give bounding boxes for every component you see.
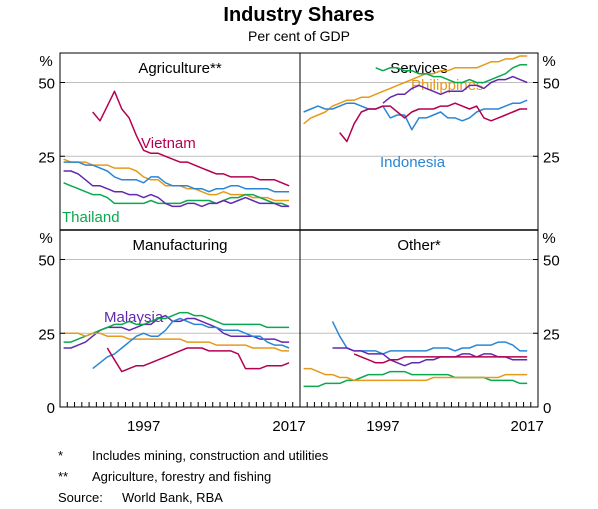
axes-layer: 25 50 0 25 50%% 25 50 0 25 50%% 1997 1997 2017 2017 (38, 52, 560, 435)
panel-title: Other* (397, 237, 441, 254)
y-tick-label: 25 (543, 326, 560, 343)
series-line-malaysia (332, 347, 528, 367)
y-unit-label: % (39, 53, 52, 70)
y-tick-label: 25 (38, 326, 55, 343)
series-line-indonesia (63, 161, 290, 193)
series-line-indonesia (331, 321, 528, 355)
source-text: World Bank, RBA (122, 490, 223, 505)
chart-title: Industry Shares (223, 4, 374, 26)
x-tick-label: 2017 (510, 418, 543, 435)
y-tick-label: 0 (543, 400, 551, 417)
y-unit-label: % (542, 53, 555, 70)
y-tick-label: 50 (543, 76, 560, 93)
series-line-thailand (375, 64, 528, 84)
series-line-philippines (303, 367, 528, 382)
series-line-malaysia (63, 170, 290, 208)
panel-title: Services (390, 60, 448, 77)
y-tick-label: 25 (543, 149, 560, 166)
y-tick-label: 50 (38, 253, 55, 270)
source-label: Source: (58, 490, 103, 505)
x-tick-label: 2017 (272, 418, 305, 435)
y-unit-label: % (542, 230, 555, 247)
x-tick-label: 1997 (127, 418, 160, 435)
y-unit-label: % (39, 230, 52, 247)
panel-title: Manufacturing (132, 237, 227, 254)
series-line-philippines (63, 332, 290, 352)
series-line-indonesia (303, 99, 528, 131)
series-line-vietnam (353, 353, 528, 364)
series-line-malaysia (382, 75, 528, 104)
panel-other: Other* (300, 237, 538, 388)
x-tick-label: 1997 (366, 418, 399, 435)
series-line-thailand (63, 311, 290, 343)
y-tick-label: 50 (38, 76, 55, 93)
chart-subtitle: Per cent of GDP (248, 28, 350, 44)
panel-agriculture: Agriculture** Vietnam Thailand (60, 60, 300, 226)
panels-layer: Agriculture** Vietnam Thailand ServicesPhil… (60, 55, 538, 388)
y-tick-label: 0 (47, 400, 55, 417)
series-line-thailand (303, 370, 528, 388)
footnote-text: Includes mining, construction and utilit… (92, 448, 329, 463)
series-line-philippines (303, 55, 528, 125)
series-line-indonesia (92, 317, 290, 370)
series-label-indonesia: Indonesia (380, 154, 446, 171)
panel-title: Agriculture** (138, 60, 222, 77)
series-line-thailand (63, 182, 290, 208)
series-label-thailand: Thailand (62, 209, 120, 226)
y-tick-label: 50 (543, 253, 560, 270)
y-tick-label: 25 (38, 149, 55, 166)
series-line-vietnam (106, 347, 290, 373)
footnote-text: Agriculture, forestry and fishing (92, 469, 272, 484)
footnote-marker: ** (58, 469, 69, 484)
series-label-vietnam: Vietnam (141, 135, 196, 152)
series-line-vietnam (92, 90, 290, 187)
footnote-marker: * (58, 448, 64, 463)
series-line-vietnam (339, 102, 528, 143)
